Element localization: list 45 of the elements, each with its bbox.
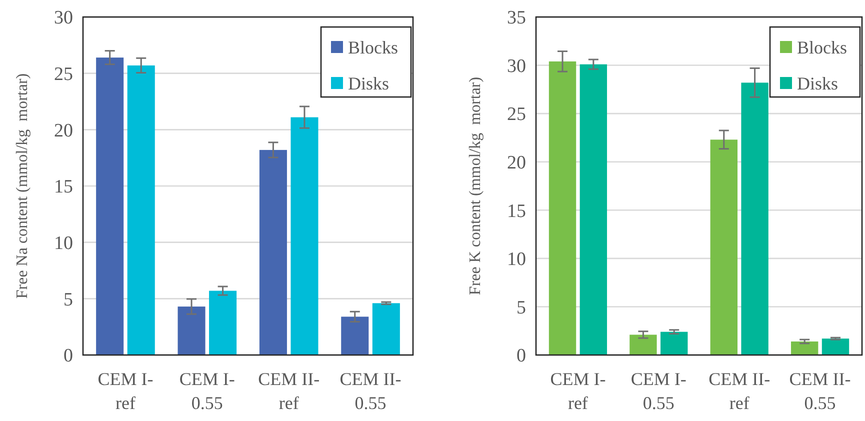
x-tick-label: CEM II-0.55 xyxy=(340,369,402,413)
legend-label: Disks xyxy=(797,73,838,94)
y-tick-label: 25 xyxy=(54,64,73,85)
x-tick-label: CEM II-ref xyxy=(708,369,770,413)
y-tick-label: 20 xyxy=(507,152,526,174)
y-tick-label: 15 xyxy=(54,176,73,198)
x-tick-label: CEM II-0.55 xyxy=(789,369,851,413)
bar xyxy=(209,290,237,355)
bar xyxy=(96,58,124,355)
bar xyxy=(790,341,818,355)
y-tick-label: 30 xyxy=(54,8,73,29)
y-tick-label: 30 xyxy=(507,56,526,77)
y-tick-label: 25 xyxy=(507,104,526,126)
bar xyxy=(548,61,576,355)
y-tick-label: 20 xyxy=(54,120,73,142)
y-axis-title: Free K content (mmol/kg mortar) xyxy=(467,76,484,296)
x-tick-label: CEM I-0.55 xyxy=(630,369,686,413)
y-tick-label: 5 xyxy=(516,297,526,318)
x-tick-label: CEM II-ref xyxy=(258,369,320,413)
y-tick-label: 35 xyxy=(507,8,526,29)
x-tick-label: CEM I-0.55 xyxy=(179,369,235,413)
legend-label: Blocks xyxy=(348,37,398,58)
bar xyxy=(660,332,688,355)
bar xyxy=(372,303,400,355)
y-tick-label: 0 xyxy=(516,346,526,367)
bar xyxy=(290,117,318,355)
bar xyxy=(341,316,369,355)
bar xyxy=(259,150,287,355)
bar xyxy=(630,334,657,355)
bar xyxy=(127,65,155,355)
x-tick-label: CEM I-ref xyxy=(98,369,154,413)
y-tick-label: 15 xyxy=(507,200,526,222)
y-axis-title: Free Na content (mmol/kg mortar) xyxy=(14,73,31,299)
bar xyxy=(178,306,206,355)
y-tick-label: 5 xyxy=(64,289,73,310)
bar xyxy=(822,338,850,355)
bar xyxy=(580,64,608,355)
x-tick-label: CEM I-ref xyxy=(550,369,606,413)
bar xyxy=(741,82,768,355)
legend-label: Blocks xyxy=(797,37,848,58)
y-tick-label: 0 xyxy=(64,346,73,367)
bar xyxy=(710,140,738,355)
y-tick-label: 10 xyxy=(507,249,526,270)
legend-label: Disks xyxy=(348,73,390,94)
y-tick-label: 10 xyxy=(54,232,73,254)
